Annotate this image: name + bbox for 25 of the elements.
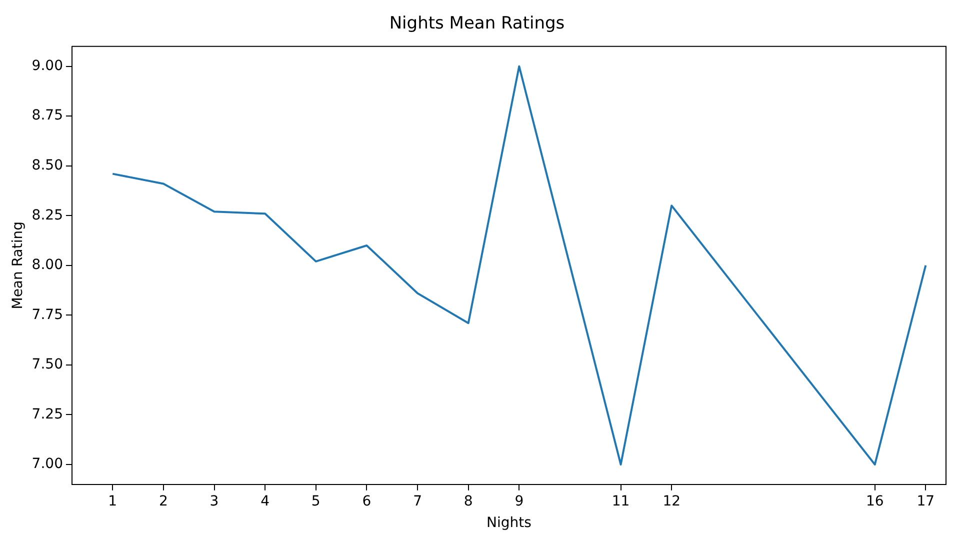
y-tick-label: 7.25 bbox=[32, 406, 63, 422]
y-tick-label: 7.50 bbox=[32, 356, 63, 373]
x-tick-label: 3 bbox=[210, 493, 219, 510]
x-tick-label: 9 bbox=[514, 493, 524, 510]
x-tick-label: 11 bbox=[612, 493, 630, 510]
x-tick-label: 16 bbox=[866, 493, 884, 510]
chart-title: Nights Mean Ratings bbox=[389, 14, 565, 34]
y-tick-label: 9.00 bbox=[32, 58, 63, 74]
x-tick-label: 6 bbox=[362, 493, 372, 510]
x-tick-label: 1 bbox=[108, 493, 118, 510]
x-tick-label: 5 bbox=[311, 493, 320, 510]
y-tick-label: 8.00 bbox=[32, 257, 63, 274]
x-tick-label: 8 bbox=[464, 493, 473, 510]
x-tick-label: 17 bbox=[916, 493, 935, 510]
y-tick-label: 8.25 bbox=[32, 207, 63, 224]
x-tick-label: 4 bbox=[260, 493, 270, 510]
y-tick-label: 7.75 bbox=[32, 306, 63, 323]
x-tick-label: 2 bbox=[158, 493, 168, 510]
x-tick-label: 7 bbox=[413, 493, 422, 510]
x-tick-label: 12 bbox=[662, 493, 681, 510]
y-tick-label: 8.50 bbox=[32, 157, 63, 174]
y-tick-label: 7.00 bbox=[32, 456, 63, 472]
y-tick-label: 8.75 bbox=[32, 108, 63, 124]
y-axis-title: Mean Rating bbox=[10, 222, 26, 310]
x-axis-title: Nights bbox=[486, 515, 532, 532]
